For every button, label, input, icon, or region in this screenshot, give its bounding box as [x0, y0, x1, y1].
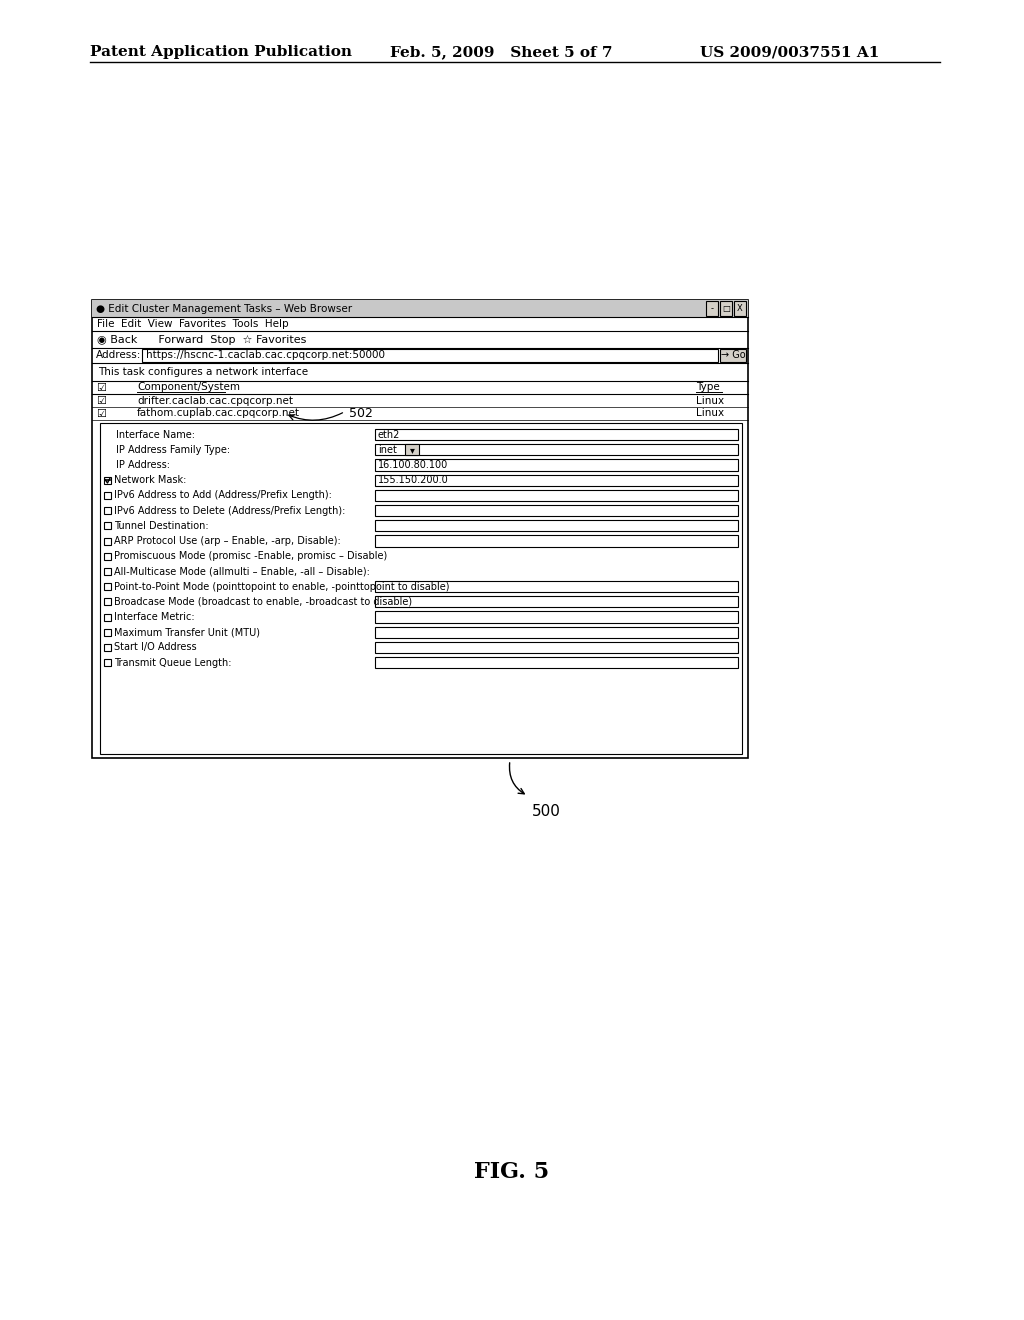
Text: 155.150.200.0: 155.150.200.0	[378, 475, 449, 486]
Text: Type: Type	[696, 383, 720, 392]
Bar	[104, 568, 111, 576]
Bar	[375, 627, 738, 638]
Bar	[720, 301, 732, 315]
Bar	[375, 490, 738, 502]
Bar	[375, 657, 738, 668]
Text: https://hscnc-1.caclab.cac.cpqcorp.net:50000: https://hscnc-1.caclab.cac.cpqcorp.net:5…	[146, 351, 385, 360]
Bar	[720, 348, 746, 362]
Bar	[104, 644, 111, 651]
Bar	[375, 506, 738, 516]
Bar	[104, 537, 111, 544]
Text: ● Edit Cluster Management Tasks – Web Browser: ● Edit Cluster Management Tasks – Web Br…	[96, 304, 352, 314]
Text: Point-to-Point Mode (pointtopoint to enable, -pointtopoint to disable): Point-to-Point Mode (pointtopoint to ena…	[114, 582, 450, 591]
Bar	[734, 301, 746, 315]
Text: This task configures a network interface: This task configures a network interface	[98, 367, 308, 378]
Text: Address:: Address:	[96, 351, 141, 360]
Bar	[375, 611, 738, 623]
Text: IP Address:: IP Address:	[116, 459, 170, 470]
Text: X: X	[737, 304, 742, 313]
Text: drifter.caclab.cac.cpqcorp.net: drifter.caclab.cac.cpqcorp.net	[137, 396, 293, 405]
Bar	[104, 583, 111, 590]
Text: ◉ Back      Forward  Stop  ☆ Favorites: ◉ Back Forward Stop ☆ Favorites	[97, 334, 306, 345]
Bar	[104, 523, 111, 529]
Text: □: □	[722, 304, 730, 313]
Bar	[375, 520, 738, 532]
Bar	[104, 628, 111, 636]
Text: ☑: ☑	[96, 396, 106, 405]
Text: US 2009/0037551 A1: US 2009/0037551 A1	[700, 45, 880, 59]
Bar	[375, 459, 738, 471]
Text: 500: 500	[532, 804, 561, 818]
Text: Transmit Queue Length:: Transmit Queue Length:	[114, 657, 231, 668]
Text: -: -	[711, 304, 714, 313]
Text: IPv6 Address to Delete (Address/Prefix Length):: IPv6 Address to Delete (Address/Prefix L…	[114, 506, 345, 516]
Text: Promiscuous Mode (promisc -Enable, promisc – Disable): Promiscuous Mode (promisc -Enable, promi…	[114, 552, 387, 561]
Text: IP Address Family Type:: IP Address Family Type:	[116, 445, 230, 455]
Text: Interface Name:: Interface Name:	[116, 429, 195, 440]
Bar	[104, 659, 111, 667]
Text: ☑: ☑	[96, 383, 106, 392]
Text: Patent Application Publication: Patent Application Publication	[90, 45, 352, 59]
Bar	[104, 492, 111, 499]
Text: → Go: → Go	[721, 351, 745, 360]
Text: Tunnel Destination:: Tunnel Destination:	[114, 521, 209, 531]
Bar	[375, 475, 738, 486]
Text: Linux: Linux	[696, 408, 724, 418]
Text: Linux: Linux	[696, 396, 724, 405]
Text: All-Multicase Mode (allmulti – Enable, -all – Disable):: All-Multicase Mode (allmulti – Enable, -…	[114, 566, 370, 577]
Bar	[406, 445, 419, 455]
Text: 502: 502	[349, 407, 373, 420]
Bar	[375, 536, 738, 546]
Text: Maximum Transfer Unit (MTU): Maximum Transfer Unit (MTU)	[114, 627, 260, 638]
Bar	[375, 445, 738, 455]
Bar	[375, 429, 738, 440]
Text: IPv6 Address to Add (Address/Prefix Length):: IPv6 Address to Add (Address/Prefix Leng…	[114, 491, 332, 500]
Text: ☑: ☑	[96, 408, 106, 418]
Text: Network Mask:: Network Mask:	[114, 475, 186, 486]
Text: Interface Metric:: Interface Metric:	[114, 612, 195, 622]
Bar	[104, 507, 111, 513]
Bar	[100, 422, 742, 754]
Bar	[92, 300, 748, 758]
Text: File  Edit  View  Favorites  Tools  Help: File Edit View Favorites Tools Help	[97, 319, 289, 329]
Text: FIG. 5: FIG. 5	[474, 1162, 550, 1183]
Text: Feb. 5, 2009   Sheet 5 of 7: Feb. 5, 2009 Sheet 5 of 7	[390, 45, 612, 59]
Bar	[104, 614, 111, 620]
Bar	[375, 581, 738, 593]
Bar	[104, 598, 111, 606]
Text: Start I/O Address: Start I/O Address	[114, 643, 197, 652]
Text: inet: inet	[378, 445, 397, 455]
Bar	[104, 553, 111, 560]
Text: ARP Protocol Use (arp – Enable, -arp, Disable):: ARP Protocol Use (arp – Enable, -arp, Di…	[114, 536, 341, 546]
Text: Broadcase Mode (broadcast to enable, -broadcast to disable): Broadcase Mode (broadcast to enable, -br…	[114, 597, 412, 607]
Text: eth2: eth2	[378, 429, 400, 440]
Text: fathom.cuplab.cac.cpqcorp.net: fathom.cuplab.cac.cpqcorp.net	[137, 408, 300, 418]
Text: 16.100.80.100: 16.100.80.100	[378, 459, 449, 470]
Bar	[142, 348, 718, 362]
Bar	[375, 597, 738, 607]
Bar	[104, 477, 111, 483]
Text: ▾: ▾	[410, 445, 415, 455]
Text: Component/System: Component/System	[137, 383, 240, 392]
Bar	[375, 642, 738, 653]
Bar	[706, 301, 718, 315]
Bar	[92, 300, 748, 317]
